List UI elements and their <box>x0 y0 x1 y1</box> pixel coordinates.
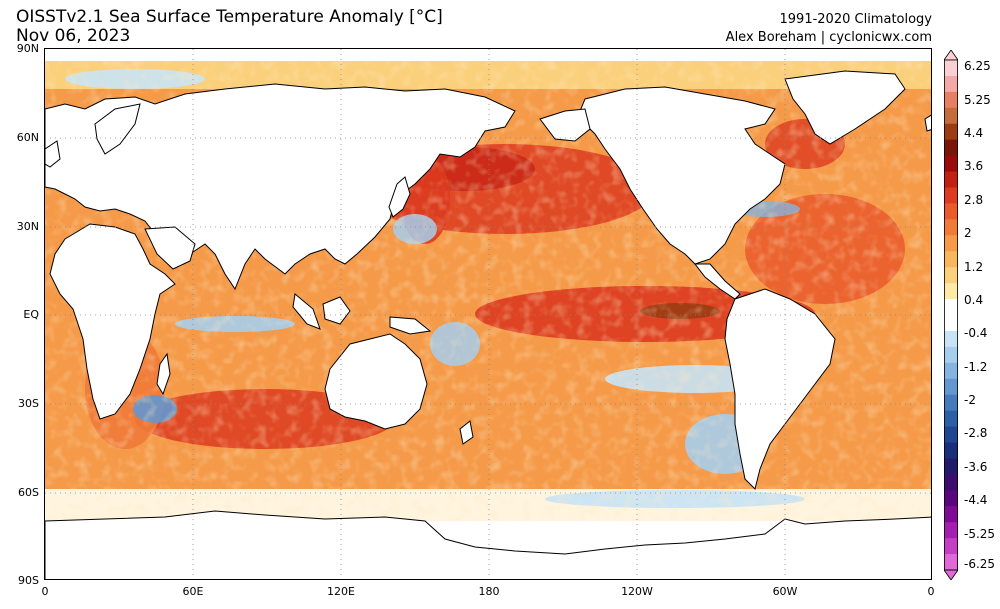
colorbar-label: 2 <box>964 226 972 240</box>
colorbar-segment <box>944 139 958 157</box>
colorbar-segment <box>944 251 958 268</box>
colorbar-label: 3.6 <box>964 159 984 173</box>
new-zealand-landmass <box>459 420 474 445</box>
sst-anomaly-map <box>44 48 932 580</box>
colorbar-segment <box>944 394 958 412</box>
chart-title-block: OISSTv2.1 Sea Surface Temperature Anomal… <box>16 8 443 46</box>
australia-landmass <box>324 333 428 430</box>
colorbar-label: -0.4 <box>964 326 988 340</box>
central-america-landmass <box>693 263 741 300</box>
lon-label-120w: 120W <box>621 585 653 598</box>
colorbar-segment <box>944 315 958 332</box>
colorbar-segment <box>944 346 958 364</box>
chart-title: OISSTv2.1 Sea Surface Temperature Anomal… <box>16 7 443 27</box>
japan-landmass <box>388 176 411 218</box>
land-masses <box>45 70 931 579</box>
lon-label-0-east: 0 <box>927 585 935 598</box>
colorbar-segment <box>944 490 958 507</box>
colorbar-label: 1.2 <box>964 260 984 274</box>
author-credit: Alex Boreham | cyclonicwx.com <box>725 30 932 45</box>
colorbar-segment <box>944 426 958 443</box>
lat-label-60n: 60N <box>16 131 39 144</box>
map-canvas <box>45 49 931 579</box>
colorbar-label: 5.25 <box>964 93 991 107</box>
colorbar-label: -3.6 <box>964 460 988 474</box>
colorbar-label: 2.8 <box>964 193 984 207</box>
colorbar-segment <box>944 235 958 252</box>
lon-label-0-west: 0 <box>41 585 49 598</box>
borneo-landmass <box>322 296 351 325</box>
lat-label-60s: 60S <box>18 486 39 499</box>
colorbar-segment <box>944 60 958 77</box>
greenland-landmass <box>784 70 906 145</box>
colorbar-extend-bottom <box>944 569 958 580</box>
colorbar-segment <box>944 458 958 475</box>
colorbar-segment <box>944 219 958 236</box>
colorbar-segment <box>944 155 958 173</box>
colorbar-label: -2.8 <box>964 426 988 440</box>
colorbar-label: -2 <box>964 393 976 407</box>
colorbar-label: -1.2 <box>964 360 988 374</box>
colorbar-segment <box>944 378 958 396</box>
colorbar-segment <box>944 522 958 539</box>
africa-landmass <box>49 223 176 420</box>
colorbar-segment <box>944 442 958 459</box>
madagascar-landmass <box>156 352 171 396</box>
colorbar-segment <box>944 203 958 220</box>
colorbar-segment <box>944 506 958 523</box>
colorbar-segment <box>944 410 958 428</box>
colorbar-label: 0.4 <box>964 293 984 307</box>
colorbar <box>944 50 958 580</box>
lat-label-30s: 30S <box>18 397 39 410</box>
chart-date: Nov 06, 2023 <box>16 26 131 46</box>
colorbar-extend-top <box>944 50 958 61</box>
sumatra-landmass <box>292 293 321 330</box>
north-america-landmass <box>579 86 786 265</box>
colorbar-label: -4.4 <box>964 493 988 507</box>
britain-landmass <box>45 140 61 168</box>
lat-label-90n: 90N <box>16 42 39 55</box>
climatology-label: 1991-2020 Climatology <box>779 12 932 27</box>
lon-label-60w: 60W <box>772 585 798 598</box>
colorbar-segment <box>944 554 958 571</box>
lon-label-180: 180 <box>478 585 500 598</box>
colorbar-segment <box>944 362 958 380</box>
lat-label-30n: 30N <box>16 220 39 233</box>
colorbar-label: 6.25 <box>964 59 991 73</box>
colorbar-segment <box>944 538 958 555</box>
colorbar-segment <box>944 91 958 109</box>
colorbar-segment <box>944 75 958 93</box>
south-america-landmass <box>724 288 836 490</box>
antarctica-landmass <box>45 510 931 579</box>
graticule <box>45 49 931 579</box>
colorbar-segment <box>944 267 958 284</box>
lat-label-90s: 90S <box>18 574 39 587</box>
lon-label-120e: 120E <box>327 585 355 598</box>
colorbar-segment <box>944 123 958 141</box>
scandinavia-landmass <box>94 103 141 155</box>
lon-label-60e: 60E <box>182 585 204 598</box>
new-guinea-landmass <box>389 316 432 335</box>
colorbar-label: -6.25 <box>964 557 996 571</box>
colorbar-segment <box>944 474 958 491</box>
colorbar-label: -5.25 <box>964 527 996 541</box>
colorbar-segment <box>944 107 958 125</box>
colorbar-segment <box>944 283 958 300</box>
lat-label-eq: EQ <box>23 308 39 321</box>
iceland-landmass <box>924 114 931 132</box>
colorbar-segment <box>944 187 958 204</box>
colorbar-segment <box>944 330 958 348</box>
colorbar-label: 4.4 <box>964 126 984 140</box>
credit-block: 1991-2020 Climatology Alex Boreham | cyc… <box>726 11 932 47</box>
alaska-landmass <box>539 108 591 142</box>
colorbar-segment <box>944 299 958 316</box>
colorbar-segment <box>944 171 958 188</box>
colorbar-outline <box>944 59 958 571</box>
